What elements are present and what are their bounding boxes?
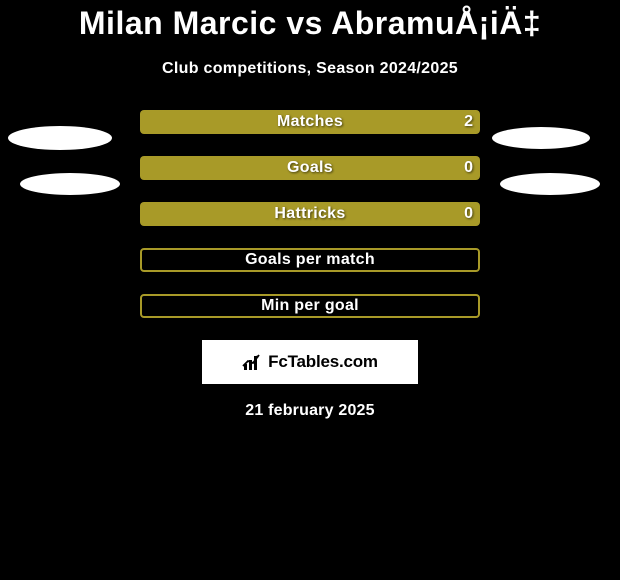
stat-row: Min per goal (0, 294, 620, 318)
stat-bar: Matches 2 (140, 110, 480, 134)
player-left-marker (8, 126, 112, 150)
stat-label: Min per goal (261, 297, 359, 315)
player-right-marker (492, 127, 590, 149)
stat-label: Matches (277, 113, 343, 131)
generated-date: 21 february 2025 (0, 402, 620, 420)
brand-logo-text: FcTables.com (268, 352, 378, 372)
stat-bar: Min per goal (140, 294, 480, 318)
comparison-title: Milan Marcic vs AbramuÅ¡iÄ‡ (0, 0, 620, 42)
stat-label: Goals (287, 159, 333, 177)
stat-value: 0 (464, 205, 473, 223)
stat-value: 2 (464, 113, 473, 131)
comparison-subtitle: Club competitions, Season 2024/2025 (0, 60, 620, 78)
stat-row: Goals per match (0, 248, 620, 272)
stat-label: Hattricks (274, 205, 345, 223)
stat-bar: Goals per match (140, 248, 480, 272)
stat-bar: Goals 0 (140, 156, 480, 180)
stat-bar: Hattricks 0 (140, 202, 480, 226)
stat-row: Hattricks 0 (0, 202, 620, 226)
stat-label: Goals per match (245, 251, 375, 269)
player-left-marker (20, 173, 120, 195)
chart-icon (242, 352, 264, 372)
player-right-marker (500, 173, 600, 195)
brand-logo: FcTables.com (242, 352, 378, 372)
stat-value: 0 (464, 159, 473, 177)
brand-logo-box: FcTables.com (202, 340, 418, 384)
